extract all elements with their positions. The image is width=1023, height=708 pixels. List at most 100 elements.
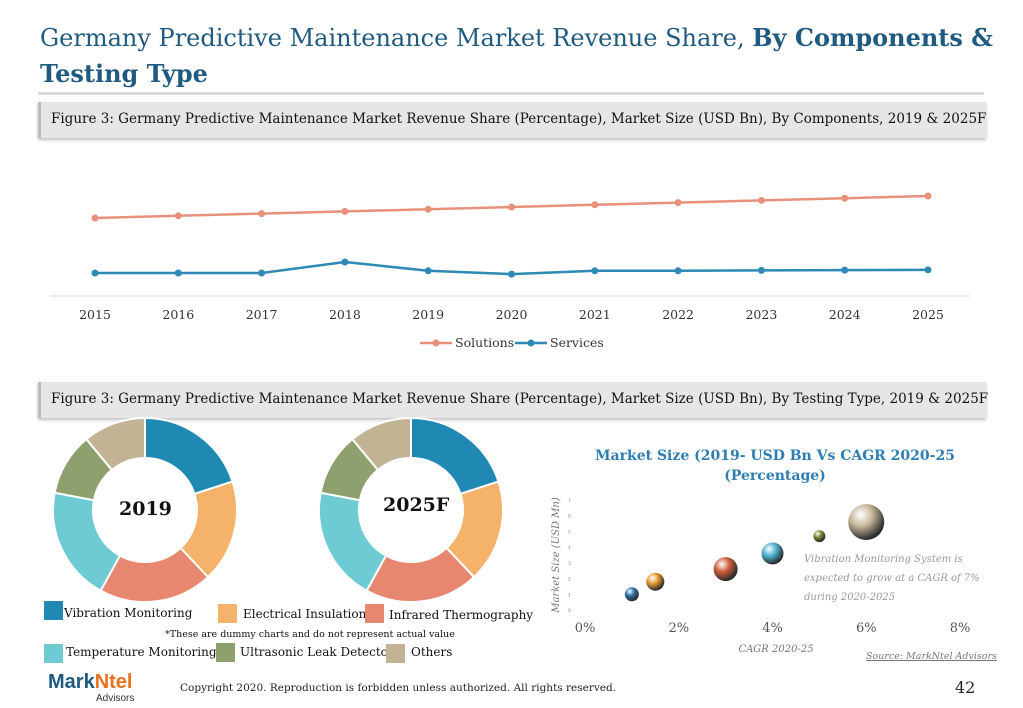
data-point-solutions <box>591 201 599 209</box>
data-point-solutions <box>424 205 432 213</box>
bubble-chart-title: Market Size (2019- USD Bn Vs CAGR 2020-2… <box>595 448 955 484</box>
bubble-annotation-line1: Vibration Monitoring System is <box>804 554 963 565</box>
bubble-annotation: Vibration Monitoring System is expected … <box>804 550 980 607</box>
legend-marker-services <box>527 339 535 347</box>
source-note: Source: MarkNtel Advisors <box>866 651 997 662</box>
legend-swatch-electrical <box>218 604 237 623</box>
data-point-services <box>841 266 849 274</box>
y-axis-label: Market Size (USD Mn) <box>551 497 562 614</box>
data-point-services <box>174 269 182 277</box>
y-tick-label: 0 <box>568 608 571 614</box>
donut-label-2019: 2019 <box>119 498 172 520</box>
bubble-point <box>646 572 665 591</box>
legend-swatch-vibration <box>44 601 63 620</box>
legend-marker-solutions <box>432 339 440 347</box>
x-tick-label: 2021 <box>579 307 611 322</box>
donut-slice-others <box>350 417 412 472</box>
page-number: 42 <box>955 678 976 697</box>
data-point-services <box>341 258 349 266</box>
data-point-solutions <box>924 192 932 200</box>
data-point-solutions <box>757 196 765 204</box>
legend-label-vibration: Vibration Monitoring <box>64 606 193 620</box>
legend-label-ultrasonic: Ultrasonic Leak Detector <box>240 645 394 659</box>
legend-label-infrared: Infrared Thermography <box>389 608 534 622</box>
x-tick-label: 2018 <box>329 307 361 322</box>
donut-slice-others <box>84 417 146 472</box>
figure2-caption: Figure 3: Germany Predictive Maintenance… <box>51 391 989 407</box>
bubble-point <box>761 542 784 565</box>
x-tick-label: 2023 <box>745 307 777 322</box>
y-tick-label: 3 <box>568 561 571 567</box>
data-point-solutions <box>341 207 349 215</box>
legend-label-services: Services <box>550 335 604 350</box>
bubble-chart: Market Size (USD Mn) 0 1 2 3 4 5 6 7 0% 2% 4% 6% 8% CA… <box>551 497 971 655</box>
legend-swatch-temperature <box>44 644 63 663</box>
legend-label-electrical: Electrical Insulation <box>243 607 367 621</box>
legend-label-solutions: Solutions <box>455 335 514 350</box>
copyright-text: Copyright 2020. Reproduction is forbidde… <box>180 682 617 694</box>
page-title-bold: By Components & Testing Type <box>40 23 993 88</box>
data-point-services <box>924 266 932 274</box>
y-tick-label: 7 <box>568 498 571 504</box>
bubble-point <box>848 504 885 540</box>
data-point-services <box>424 267 432 275</box>
donut-chart-2019 <box>52 417 238 603</box>
x-tick-label: 2025 <box>912 307 944 322</box>
x-tick-label: 2019 <box>412 307 444 322</box>
title-divider <box>38 92 984 95</box>
data-point-solutions <box>258 210 266 218</box>
logo-text-ntel: Ntel <box>94 671 133 693</box>
bubble-annotation-line2: expected to grow at a CAGR of 7% <box>804 573 980 584</box>
page-title: Germany Predictive Maintenance Market Re… <box>40 20 1000 92</box>
legend-swatch-ultrasonic <box>216 643 235 662</box>
logo-subtitle: Advisors <box>96 693 135 704</box>
legend-swatch-infrared <box>365 604 384 623</box>
y-tick-label: 6 <box>568 514 571 520</box>
x-tick-label: 4% <box>762 621 783 636</box>
data-point-solutions <box>508 203 515 211</box>
data-point-services <box>757 266 765 274</box>
donut-slice-vibration-monitoring <box>144 417 234 496</box>
y-tick-label: 1 <box>568 592 571 598</box>
line-chart: 2015 2016 2017 2018 2019 2020 2021 2022 2023 2024… <box>50 192 970 350</box>
donut-label-2025: 2025F <box>383 494 450 516</box>
data-point-services <box>91 269 99 277</box>
data-point-services <box>508 270 515 278</box>
figure2-caption-bar: Figure 3: Germany Predictive Maintenance… <box>38 382 989 418</box>
legend-swatch-others <box>386 644 405 663</box>
data-point-solutions <box>841 194 849 202</box>
x-tick-label: 0% <box>575 621 596 636</box>
legend-label-others: Others <box>411 645 453 659</box>
figure1-caption: Figure 3: Germany Predictive Maintenance… <box>51 111 987 127</box>
page-title-regular: Germany Predictive Maintenance Market Re… <box>40 24 745 52</box>
donut-chart-2025 <box>318 417 504 603</box>
disclaimer-note: *These are dummy charts and do not repre… <box>165 629 455 640</box>
y-tick-label: 4 <box>568 545 571 551</box>
donut-slice-vibration-monitoring <box>410 417 500 496</box>
x-tick-label: 8% <box>950 621 971 636</box>
data-point-services <box>591 267 599 275</box>
bubble-point <box>624 587 639 602</box>
data-point-services <box>258 269 266 277</box>
logo-text-mark: Mark <box>48 671 95 693</box>
y-tick-label: 5 <box>568 529 571 535</box>
company-logo: MarkNtel Advisors <box>48 671 134 704</box>
data-point-solutions <box>674 199 682 207</box>
data-point-solutions <box>174 212 182 220</box>
x-tick-label: 2020 <box>496 307 528 322</box>
x-tick-label: 2016 <box>162 307 194 322</box>
bubble-point <box>813 530 826 543</box>
bubble-point <box>713 557 738 582</box>
data-point-solutions <box>91 214 99 222</box>
x-tick-label: 6% <box>856 621 877 636</box>
x-axis-label: CAGR 2020-25 <box>738 644 813 655</box>
data-point-services <box>674 267 682 275</box>
x-tick-label: 2015 <box>79 307 111 322</box>
bubble-annotation-line3: during 2020-2025 <box>804 592 896 603</box>
x-tick-label: 2% <box>668 621 689 636</box>
x-tick-label: 2017 <box>246 307 278 322</box>
figure1-caption-bar: Figure 3: Germany Predictive Maintenance… <box>38 102 986 138</box>
x-tick-label: 2024 <box>829 307 861 322</box>
x-tick-label: 2022 <box>662 307 694 322</box>
y-tick-label: 2 <box>568 577 571 583</box>
